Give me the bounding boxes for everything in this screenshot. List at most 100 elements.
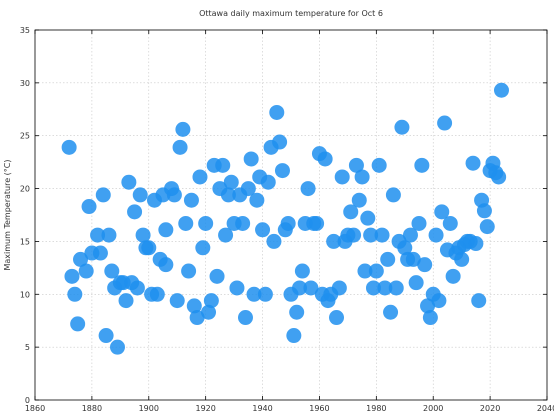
data-point xyxy=(408,275,424,291)
data-point xyxy=(405,251,421,267)
y-tick-label: 10 xyxy=(20,290,30,299)
data-point xyxy=(274,163,290,179)
data-point xyxy=(317,151,333,167)
data-point xyxy=(186,298,202,314)
data-point xyxy=(198,215,214,231)
data-point xyxy=(272,134,288,150)
data-point xyxy=(67,286,83,302)
data-point xyxy=(388,280,404,296)
data-point xyxy=(300,181,316,197)
data-point xyxy=(149,286,165,302)
data-point xyxy=(420,298,436,314)
data-point xyxy=(377,280,393,296)
axis-ticks: 1860 1880 1900 1920 1940 1960 1980 2000 2020 204 0… xyxy=(20,26,554,413)
data-point xyxy=(109,339,125,355)
data-point xyxy=(240,181,256,197)
data-point xyxy=(402,227,418,243)
data-point xyxy=(368,263,384,279)
data-point xyxy=(383,304,399,320)
data-point xyxy=(397,240,413,256)
data-point xyxy=(343,204,359,220)
data-point xyxy=(127,204,143,220)
data-point xyxy=(201,304,217,320)
data-point xyxy=(380,251,396,267)
data-point xyxy=(118,293,134,309)
x-tick-label: 1900 xyxy=(139,404,159,413)
data-point xyxy=(476,203,492,219)
data-point xyxy=(329,310,345,326)
data-point xyxy=(289,304,305,320)
data-point xyxy=(334,169,350,185)
data-point xyxy=(192,169,208,185)
data-point xyxy=(135,227,151,243)
grid xyxy=(35,30,547,400)
y-tick-label: 25 xyxy=(20,132,30,141)
data-point xyxy=(132,187,148,203)
data-point xyxy=(246,286,262,302)
data-point xyxy=(218,227,234,243)
x-tick-label: 1860 xyxy=(25,404,45,413)
x-tick-label: 1920 xyxy=(195,404,215,413)
data-point xyxy=(229,280,245,296)
data-point xyxy=(491,169,507,185)
data-point xyxy=(189,310,205,326)
data-point xyxy=(365,280,381,296)
data-point xyxy=(374,227,390,243)
data-point xyxy=(445,268,461,284)
y-tick-label: 0 xyxy=(25,396,30,405)
data-point xyxy=(70,316,86,332)
y-tick-label: 35 xyxy=(20,26,30,35)
data-point xyxy=(454,251,470,267)
data-point xyxy=(249,192,265,208)
data-point xyxy=(209,268,225,284)
data-point xyxy=(223,174,239,190)
data-point xyxy=(183,192,199,208)
data-point xyxy=(61,139,77,155)
data-point xyxy=(468,236,484,252)
data-point xyxy=(158,257,174,273)
data-point xyxy=(394,119,410,135)
plot-frame xyxy=(34,29,548,401)
data-point xyxy=(428,227,444,243)
data-point xyxy=(357,263,373,279)
y-tick-label: 30 xyxy=(20,79,30,88)
data-point xyxy=(92,245,108,261)
data-point xyxy=(195,240,211,256)
data-point xyxy=(422,310,438,326)
data-point xyxy=(493,82,509,98)
data-point xyxy=(348,157,364,173)
data-point xyxy=(479,219,495,235)
data-point xyxy=(363,227,379,243)
data-point xyxy=(385,187,401,203)
data-point xyxy=(172,139,188,155)
data-point xyxy=(175,121,191,137)
data-point xyxy=(141,240,157,256)
data-point xyxy=(471,293,487,309)
data-point xyxy=(243,151,259,167)
data-point xyxy=(465,155,481,171)
data-point xyxy=(129,280,145,296)
data-point xyxy=(354,169,370,185)
x-tick-label: 1940 xyxy=(252,404,272,413)
data-point xyxy=(437,115,453,131)
data-point xyxy=(158,222,174,238)
data-point xyxy=(169,293,185,309)
data-point xyxy=(266,233,282,249)
data-point xyxy=(220,187,236,203)
data-point xyxy=(346,227,362,243)
data-point xyxy=(181,263,197,279)
data-point xyxy=(237,310,253,326)
x-tick-label: 1960 xyxy=(309,404,329,413)
data-point xyxy=(255,222,271,238)
data-point xyxy=(331,280,347,296)
data-point xyxy=(294,263,310,279)
data-point xyxy=(101,227,117,243)
x-tick-label: 1880 xyxy=(82,404,102,413)
data-point xyxy=(360,210,376,226)
data-point xyxy=(257,286,273,302)
data-point xyxy=(434,204,450,220)
data-point xyxy=(442,215,458,231)
chart-title: Ottawa daily maximum temperature for Oct… xyxy=(199,9,383,18)
data-points xyxy=(61,82,509,355)
